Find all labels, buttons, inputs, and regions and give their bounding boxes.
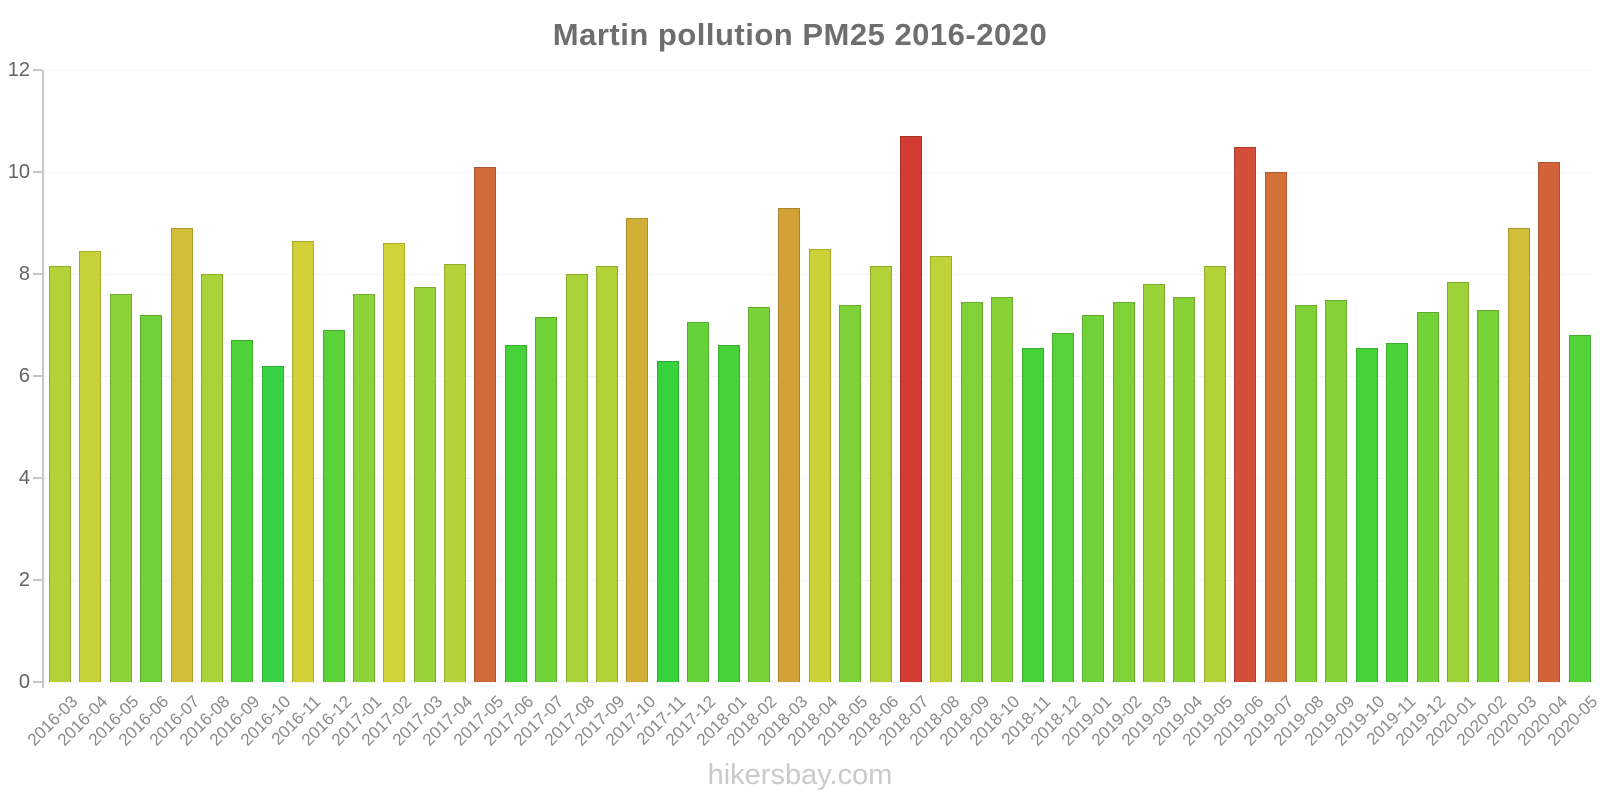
y-tick-mark-8 bbox=[33, 273, 42, 275]
y-tick-mark-0 bbox=[33, 681, 42, 683]
y-tick-label-8: 8 bbox=[18, 263, 30, 285]
bar-2016-12[interactable] bbox=[322, 330, 345, 682]
bar-2020-05[interactable] bbox=[1568, 335, 1591, 682]
bar-2019-07[interactable] bbox=[1264, 172, 1287, 682]
bar-2016-05[interactable] bbox=[109, 294, 132, 682]
y-axis-line bbox=[42, 70, 44, 688]
bar-2020-01[interactable] bbox=[1446, 281, 1469, 682]
bar-2019-03[interactable] bbox=[1143, 284, 1166, 682]
x-axis-labels: 2016-03 2016-04 2016-05 2016-06 2016-07 2016-… bbox=[24, 692, 1600, 762]
bar-2018-09[interactable] bbox=[960, 302, 983, 682]
bar-2016-07[interactable] bbox=[170, 228, 193, 682]
gridline-12 bbox=[44, 69, 1591, 71]
bar-2020-03[interactable] bbox=[1507, 228, 1530, 682]
bar-2017-08[interactable] bbox=[565, 274, 588, 682]
y-tick-label-4: 4 bbox=[18, 467, 30, 489]
y-tick-mark-10 bbox=[33, 171, 42, 173]
bar-2017-05[interactable] bbox=[474, 166, 497, 682]
y-tick-label-10: 10 bbox=[7, 161, 30, 183]
bar-series bbox=[49, 70, 1591, 682]
bar-2018-08[interactable] bbox=[930, 256, 953, 682]
bar-2020-04[interactable] bbox=[1538, 161, 1561, 682]
bar-2018-01[interactable] bbox=[717, 345, 740, 682]
bar-2016-10[interactable] bbox=[261, 365, 284, 682]
bar-2019-12[interactable] bbox=[1416, 312, 1439, 682]
bar-2018-12[interactable] bbox=[1051, 332, 1074, 682]
watermark: hikersbay.com bbox=[707, 759, 893, 791]
y-tick-mark-12 bbox=[33, 69, 42, 71]
bar-2018-11[interactable] bbox=[1021, 348, 1044, 682]
bar-2017-07[interactable] bbox=[535, 317, 558, 682]
y-tick-label-6: 6 bbox=[18, 365, 30, 387]
bar-2019-10[interactable] bbox=[1355, 348, 1378, 682]
bar-2019-01[interactable] bbox=[1082, 314, 1105, 682]
bar-2017-03[interactable] bbox=[413, 286, 436, 682]
bar-2017-01[interactable] bbox=[352, 294, 375, 682]
bar-2016-09[interactable] bbox=[231, 340, 254, 682]
bar-2016-03[interactable] bbox=[49, 266, 71, 682]
bar-2018-07[interactable] bbox=[899, 136, 922, 682]
y-tick-mark-4 bbox=[33, 477, 42, 479]
bar-2020-02[interactable] bbox=[1477, 309, 1500, 682]
bar-2018-03[interactable] bbox=[778, 207, 801, 682]
y-tick-label-0: 0 bbox=[18, 671, 30, 693]
bar-2019-02[interactable] bbox=[1112, 302, 1135, 682]
bar-2017-02[interactable] bbox=[383, 243, 406, 682]
bar-2019-06[interactable] bbox=[1234, 146, 1257, 682]
bar-2017-09[interactable] bbox=[596, 266, 619, 682]
bar-2018-02[interactable] bbox=[747, 307, 770, 682]
bar-2019-08[interactable] bbox=[1295, 304, 1318, 682]
bar-2019-09[interactable] bbox=[1325, 299, 1348, 682]
bar-2018-04[interactable] bbox=[808, 248, 831, 682]
chart-title: Martin pollution PM25 2016-2020 bbox=[552, 17, 1048, 52]
bar-2019-05[interactable] bbox=[1203, 266, 1226, 682]
bar-2017-04[interactable] bbox=[444, 263, 467, 682]
bar-2019-04[interactable] bbox=[1173, 296, 1196, 682]
y-tick-mark-2 bbox=[33, 579, 42, 581]
bar-2017-11[interactable] bbox=[656, 360, 679, 682]
gridline-10 bbox=[44, 171, 1591, 173]
bar-2018-10[interactable] bbox=[991, 296, 1014, 682]
y-tick-label-12: 12 bbox=[7, 59, 30, 81]
y-tick-label-2: 2 bbox=[18, 569, 30, 591]
gridline-0 bbox=[44, 681, 1591, 683]
bar-2017-06[interactable] bbox=[504, 345, 527, 682]
bar-2016-06[interactable] bbox=[140, 314, 163, 682]
bar-2017-12[interactable] bbox=[687, 322, 710, 682]
bar-2018-05[interactable] bbox=[839, 304, 862, 682]
bar-2016-08[interactable] bbox=[200, 274, 223, 682]
bar-2019-11[interactable] bbox=[1386, 342, 1409, 682]
bar-2018-06[interactable] bbox=[869, 266, 892, 682]
y-tick-mark-6 bbox=[33, 375, 42, 377]
bar-2016-11[interactable] bbox=[292, 240, 315, 682]
bar-2017-10[interactable] bbox=[626, 217, 649, 682]
bar-2016-04[interactable] bbox=[79, 251, 102, 682]
